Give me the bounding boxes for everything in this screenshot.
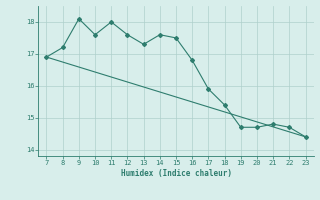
- X-axis label: Humidex (Indice chaleur): Humidex (Indice chaleur): [121, 169, 231, 178]
